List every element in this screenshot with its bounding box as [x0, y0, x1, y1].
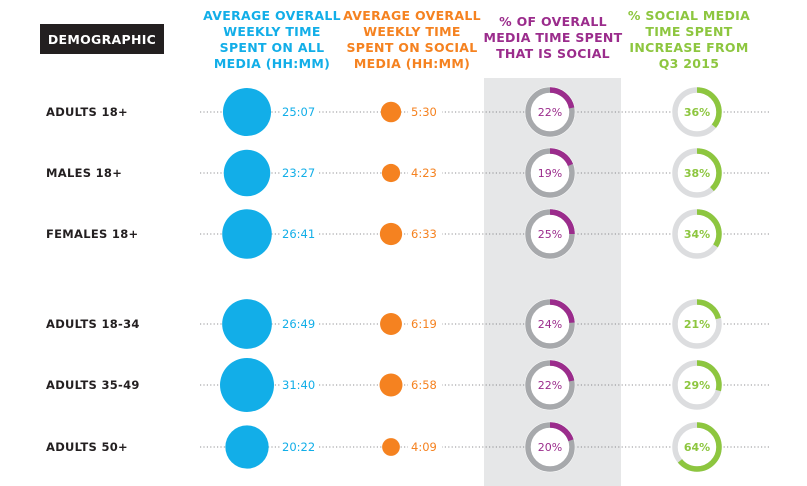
row-label: ADULTS 35-49: [46, 378, 140, 392]
social-share-ring-bg: [524, 208, 576, 260]
total-time-label-bg: [280, 377, 318, 393]
row-label: ADULTS 50+: [46, 440, 128, 454]
social-time-bubble: [380, 101, 402, 123]
social-share-ring-label: 19%: [538, 167, 562, 180]
row-label: MALES 18+: [46, 166, 122, 180]
social-increase-ring-arc: [672, 148, 722, 198]
total-time-label: 31:40: [282, 378, 315, 392]
social-time-label-bg: [408, 104, 442, 120]
social-increase-ring-label: 38%: [684, 167, 710, 180]
social-time-label: 6:58: [411, 378, 437, 392]
social-share-ring-arc: [525, 209, 575, 259]
social-share-header: % OF OVERALL MEDIA TIME SPENT THAT IS SO…: [483, 14, 623, 61]
total-time-bubble: [222, 299, 272, 349]
social-time-header: AVERAGE OVERALL WEEKLY TIME SPENT ON SOC…: [343, 8, 481, 71]
social-time-bubble: [380, 313, 402, 335]
social-increase-ring-label: 21%: [684, 318, 710, 331]
social-share-ring-arc: [525, 422, 575, 472]
row-label: FEMALES 18+: [46, 227, 138, 241]
social-increase-ring-label: 64%: [684, 441, 710, 454]
total-time-label-bg: [280, 165, 318, 181]
social-increase-ring-arc: [672, 209, 722, 259]
social-increase-ring-label: 34%: [684, 228, 710, 241]
demographic-header: DEMOGRAPHIC: [40, 24, 164, 54]
social-time-label-bg: [408, 165, 442, 181]
social-time-bubble: [382, 438, 400, 456]
total-time-header: AVERAGE OVERALL WEEKLY TIME SPENT ON ALL…: [203, 8, 341, 71]
social-share-ring-bg: [524, 298, 576, 350]
total-time-label: 26:41: [282, 227, 315, 241]
total-time-label: 20:22: [282, 440, 315, 454]
social-share-ring-bg: [524, 359, 576, 411]
social-share-ring-label: 25%: [538, 228, 562, 241]
total-time-label: 23:27: [282, 166, 315, 180]
total-time-bubble: [222, 209, 272, 259]
social-time-label: 5:30: [411, 105, 437, 119]
social-share-ring-arc: [525, 87, 575, 137]
social-time-label: 6:19: [411, 317, 437, 331]
social-increase-ring-bg: [671, 421, 723, 473]
social-increase-ring-bg: [671, 208, 723, 260]
total-time-bubble: [220, 358, 274, 412]
total-time-label-bg: [280, 316, 318, 332]
social-share-ring-bg: [524, 86, 576, 138]
row-label: ADULTS 18+: [46, 105, 128, 119]
social-increase-ring-bg: [671, 86, 723, 138]
social-share-ring-label: 22%: [538, 379, 562, 392]
social-time-label-bg: [408, 226, 442, 242]
social-increase-header: % SOCIAL MEDIA TIME SPENT INCREASE FROM …: [627, 8, 751, 71]
social-increase-ring-arc: [672, 422, 722, 472]
social-time-label-bg: [408, 316, 442, 332]
social-increase-ring-bg: [671, 147, 723, 199]
social-increase-ring-arc: [672, 299, 722, 349]
social-time-bubble: [379, 373, 403, 397]
social-time-label: 4:23: [411, 166, 437, 180]
total-time-label: 26:49: [282, 317, 315, 331]
social-share-ring-label: 22%: [538, 106, 562, 119]
social-share-ring-arc: [525, 360, 575, 410]
share-column-panel: [484, 78, 621, 486]
total-time-label-bg: [280, 226, 318, 242]
social-increase-ring-label: 29%: [684, 379, 710, 392]
social-increase-ring-arc: [672, 87, 722, 137]
total-time-label-bg: [280, 104, 318, 120]
social-share-ring-label: 20%: [538, 441, 562, 454]
total-time-label-bg: [280, 439, 318, 455]
social-share-ring-bg: [524, 421, 576, 473]
social-increase-ring-bg: [671, 298, 723, 350]
social-increase-ring-arc: [672, 360, 722, 410]
social-time-label-bg: [408, 439, 442, 455]
social-share-ring-arc: [525, 148, 575, 198]
row-label: ADULTS 18-34: [46, 317, 140, 331]
social-increase-ring-label: 36%: [684, 106, 710, 119]
total-time-bubble: [222, 87, 272, 137]
total-time-label: 25:07: [282, 105, 315, 119]
social-time-label-bg: [408, 377, 442, 393]
social-share-ring-label: 24%: [538, 318, 562, 331]
social-increase-ring-bg: [671, 359, 723, 411]
social-time-label: 4:09: [411, 440, 437, 454]
social-share-ring-bg: [524, 147, 576, 199]
social-time-label: 6:33: [411, 227, 437, 241]
total-time-bubble: [225, 425, 269, 469]
total-time-bubble: [223, 149, 271, 197]
social-time-bubble: [379, 222, 403, 246]
social-share-ring-arc: [525, 299, 575, 349]
social-time-bubble: [381, 163, 401, 183]
